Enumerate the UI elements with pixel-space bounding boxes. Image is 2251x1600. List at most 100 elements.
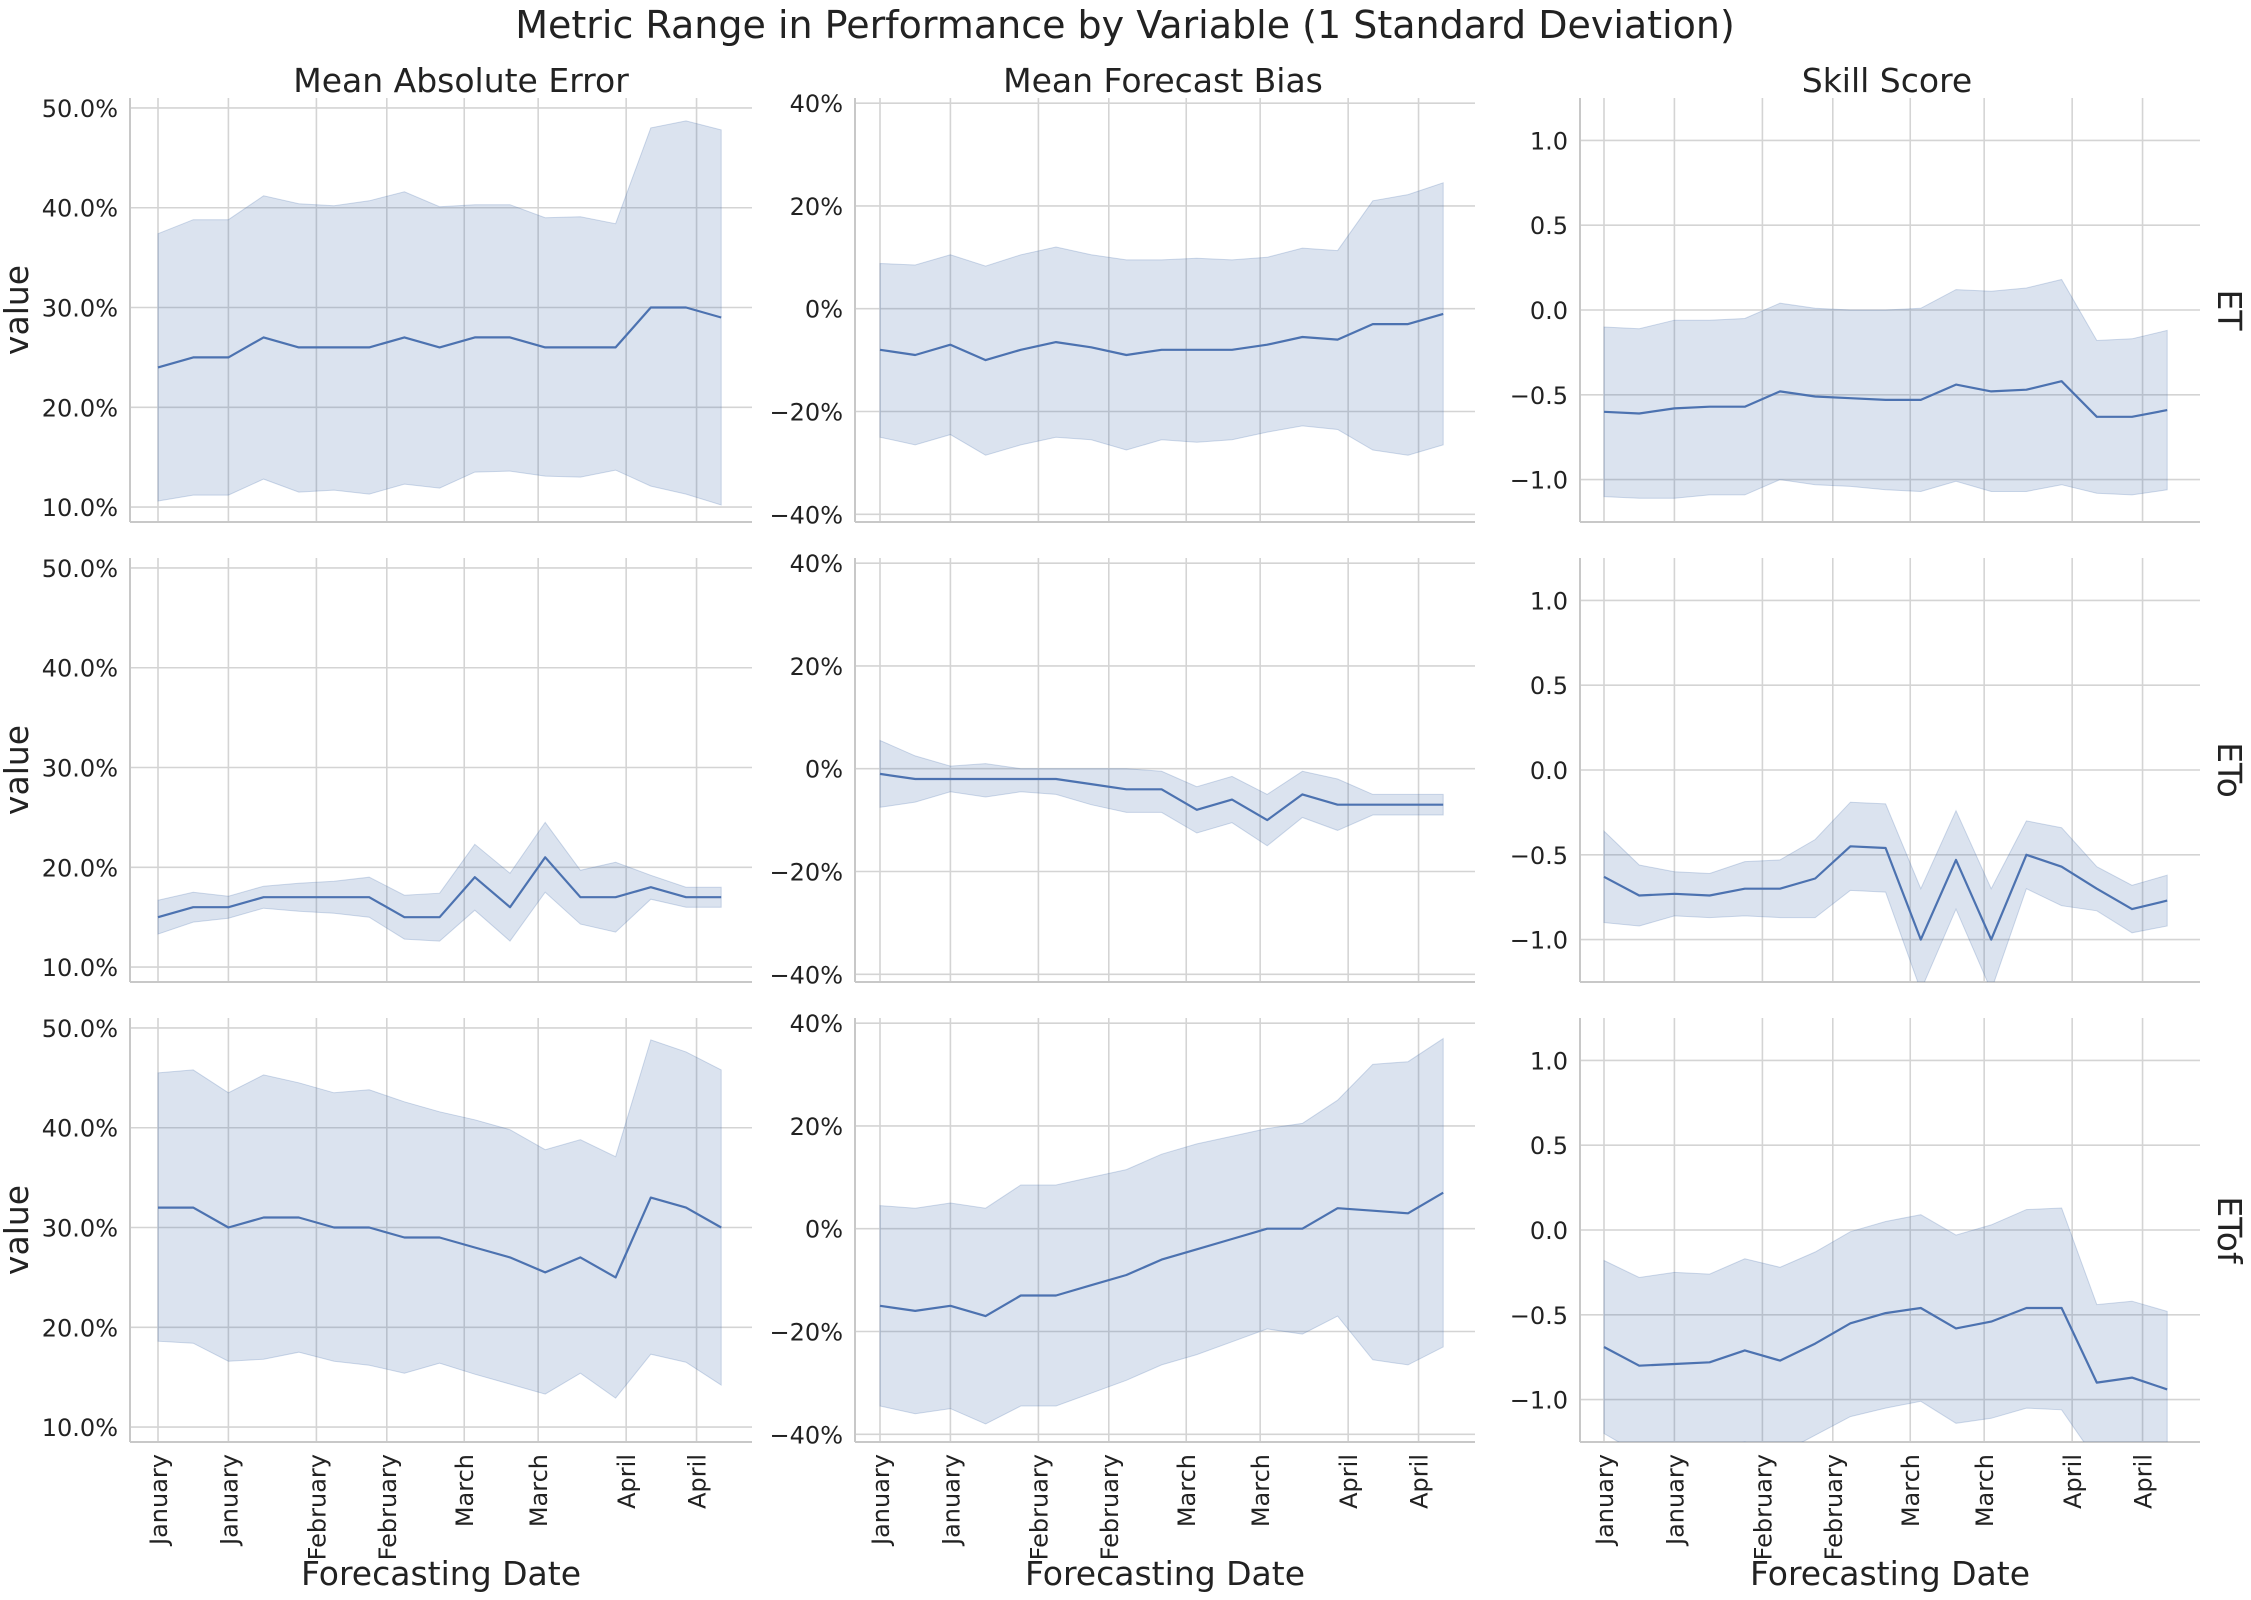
x-tick-label: March: [1173, 1454, 1201, 1527]
y-tick-label: 20.0%: [42, 854, 118, 882]
x-tick-label: February: [1749, 1454, 1777, 1560]
y-tick-label: −20%: [770, 1319, 843, 1347]
y-tick-label: 0%: [805, 756, 843, 784]
x-tick-label: January: [937, 1454, 965, 1547]
panel-eto-mean-absolute-error: 10.0% 20.0% 30.0% 40.0% 50.0% value: [0, 555, 752, 983]
x-tick-label: February: [1096, 1454, 1124, 1560]
x-tick-label: April: [1406, 1454, 1434, 1509]
panel-eto-skill-score: −1.0 −0.5 0.0 0.5 1.0 ETo: [1510, 558, 2249, 983]
std-band-etof-mean-absolute-error: [157, 1039, 722, 1399]
x-tick-label: April: [2059, 1454, 2087, 1509]
x-tick-label: April: [2130, 1454, 2158, 1509]
mean-line-et-mean-forecast-bias: [879, 312, 1444, 362]
y-tick-label: 0.5: [1530, 672, 1568, 700]
x-tick-label: March: [1897, 1454, 1925, 1527]
std-band-et-mean-forecast-bias: [879, 182, 1444, 456]
column-title-mae: Mean Absolute Error: [293, 61, 629, 100]
y-tick-label: 20%: [790, 1113, 843, 1141]
y-tick-label: 40%: [790, 90, 843, 118]
y-axis-label: value: [0, 725, 36, 815]
y-tick-label: 20%: [790, 653, 843, 681]
x-tick-label: January: [867, 1454, 895, 1547]
y-tick-label: 1.0: [1530, 587, 1568, 615]
x-tick-label: March: [1247, 1454, 1275, 1527]
y-tick-label: 0%: [805, 1216, 843, 1244]
y-tick-label: −20%: [770, 859, 843, 887]
y-tick-label: 10.0%: [42, 494, 118, 522]
mean-line-et-mean-absolute-error: [157, 306, 722, 369]
y-tick-label: −20%: [770, 399, 843, 427]
y-tick-label: −40%: [770, 961, 843, 989]
row-label-etof: ETof: [2210, 1196, 2249, 1265]
y-tick-label: 1.0: [1530, 1047, 1568, 1075]
mean-line-etof-mean-absolute-error: [158, 1196, 722, 1279]
std-band-etof-skill-score: [1603, 1207, 2168, 1442]
mean-line-etof-mean-forecast-bias: [879, 1191, 1444, 1318]
panel-et-mean-absolute-error: 10.0% 20.0% 30.0% 40.0% 50.0% value: [0, 95, 752, 523]
y-tick-label: −1.0: [1510, 927, 1568, 955]
y-tick-label: 1.0: [1530, 127, 1568, 155]
panel-et-mean-forecast-bias: −40% −20% 0% 20% 40%: [770, 90, 1475, 529]
panel-etof-mean-forecast-bias: −40% −20% 0% 20% 40% January January February Fe…: [770, 1010, 1475, 1593]
y-tick-label: 0.0: [1530, 1217, 1568, 1245]
std-band-eto-mean-forecast-bias: [879, 739, 1444, 847]
y-tick-label: 0.0: [1530, 297, 1568, 325]
x-tick-label: February: [1025, 1454, 1053, 1560]
y-tick-label: 30.0%: [42, 755, 118, 783]
row-label-et: ET: [2210, 289, 2249, 331]
x-tick-label: February: [1820, 1454, 1848, 1560]
x-tick-label: January: [145, 1454, 173, 1547]
y-tick-label: 40.0%: [42, 655, 118, 683]
y-tick-label: 50.0%: [42, 95, 118, 123]
x-tick-label: March: [451, 1454, 479, 1527]
std-band-etof-mean-forecast-bias: [879, 1037, 1444, 1425]
y-tick-label: 20.0%: [42, 1314, 118, 1342]
panel-etof-mean-absolute-error: 10.0% 20.0% 30.0% 40.0% 50.0% January January F…: [0, 1015, 752, 1593]
row-label-eto: ETo: [2210, 742, 2249, 798]
y-tick-label: −40%: [770, 1421, 843, 1449]
y-tick-label: −1.0: [1510, 1387, 1568, 1415]
x-tick-label: April: [684, 1454, 712, 1509]
std-band-eto-mean-absolute-error: [157, 821, 722, 942]
y-tick-label: 20.0%: [42, 394, 118, 422]
y-tick-label: 30.0%: [42, 295, 118, 323]
x-tick-label: April: [1335, 1454, 1363, 1509]
x-tick-label: February: [374, 1454, 402, 1560]
y-axis-label: value: [0, 265, 36, 355]
std-band-eto-skill-score: [1603, 801, 2168, 982]
x-axis-label: Forecasting Date: [1025, 1554, 1305, 1593]
y-tick-label: 40%: [790, 1010, 843, 1038]
mean-line-et-skill-score: [1603, 380, 2168, 418]
y-tick-label: −0.5: [1510, 842, 1568, 870]
y-tick-label: 10.0%: [42, 954, 118, 982]
x-tick-label: March: [1971, 1454, 1999, 1527]
chart-title: Metric Range in Performance by Variable …: [515, 3, 1735, 47]
x-axis-label: Forecasting Date: [301, 1554, 581, 1593]
x-tick-label: January: [215, 1454, 243, 1547]
x-axis-label: Forecasting Date: [1750, 1554, 2030, 1593]
column-title-bias: Mean Forecast Bias: [1003, 61, 1323, 100]
y-tick-label: 40%: [790, 550, 843, 578]
std-band-et-mean-absolute-error: [157, 120, 722, 506]
mean-line-eto-skill-score: [1603, 845, 2168, 941]
y-axis-label: value: [0, 1185, 36, 1275]
y-tick-label: 40.0%: [42, 195, 118, 223]
y-tick-label: −0.5: [1510, 382, 1568, 410]
mean-line-eto-mean-absolute-error: [157, 856, 722, 919]
y-tick-label: 0%: [805, 296, 843, 324]
y-tick-label: 0.5: [1530, 212, 1568, 240]
y-tick-label: 40.0%: [42, 1115, 118, 1143]
mean-line-eto-mean-forecast-bias: [879, 772, 1444, 822]
y-tick-label: 0.0: [1530, 757, 1568, 785]
x-tick-label: January: [1661, 1454, 1689, 1547]
mean-line-etof-skill-score: [1603, 1306, 2168, 1391]
column-title-skill: Skill Score: [1802, 61, 1972, 100]
y-tick-label: −0.5: [1510, 1302, 1568, 1330]
x-tick-label: January: [1591, 1454, 1619, 1547]
y-tick-label: 50.0%: [42, 555, 118, 583]
y-tick-label: 20%: [790, 193, 843, 221]
y-tick-label: 30.0%: [42, 1215, 118, 1243]
y-tick-label: −40%: [770, 501, 843, 529]
